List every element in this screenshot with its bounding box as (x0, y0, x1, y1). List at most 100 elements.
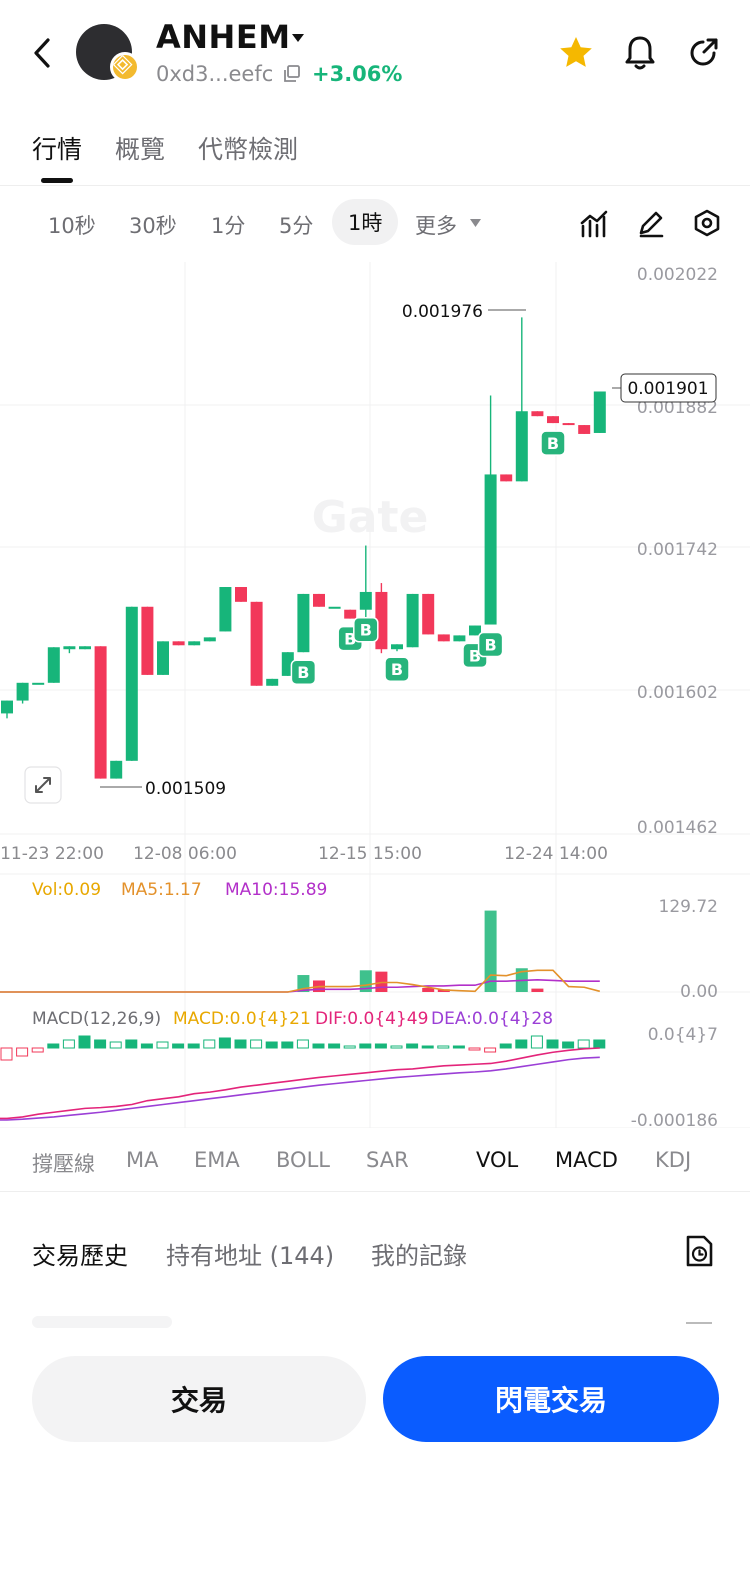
time-axis: 11-23 22:00 12-08 06:00 12-15 15:00 12-2… (0, 844, 608, 864)
candle-body (313, 593, 325, 607)
indicator-tabs: 撐壓線 MA EMA BOLL SAR VOL MACD KDJ (0, 1128, 750, 1192)
price-tick: 0.001462 (637, 818, 718, 838)
timeframe-1m[interactable]: 1分 (211, 214, 246, 238)
flash-trade-button[interactable]: 閃電交易 (383, 1356, 719, 1442)
timeframe-5m[interactable]: 5分 (279, 214, 314, 238)
tab-underline (41, 178, 73, 183)
timeframe-1h[interactable]: 1時 (332, 199, 399, 245)
token-address: 0xd3...eefc (156, 62, 274, 86)
macd-plot (0, 1035, 606, 1121)
candle-body (359, 591, 372, 610)
draw-icon[interactable] (636, 208, 666, 238)
macd-bar (562, 1041, 575, 1049)
macd-bar (187, 1043, 200, 1049)
indicator-sar[interactable]: SAR (366, 1148, 409, 1172)
price-change: +3.06% (312, 62, 403, 86)
candle-body (235, 587, 247, 602)
volume-axis-bottom: 0.00 (680, 982, 718, 1002)
indicator-ma[interactable]: MA (126, 1148, 159, 1172)
volume-axis-top: 129.72 (659, 897, 718, 917)
bell-icon[interactable] (622, 34, 658, 72)
vol-value: Vol:0.09 (32, 880, 101, 900)
candle-body (391, 644, 403, 650)
macd-bar (16, 1047, 29, 1057)
buy-marker (477, 631, 504, 658)
buy-marker (353, 616, 379, 643)
time-tick: 11-23 22:00 (0, 844, 104, 864)
tab-holders[interactable]: 持有地址 (144) (166, 1242, 335, 1270)
history-icon[interactable] (684, 1234, 714, 1268)
low-label: 0.001509 (145, 779, 226, 799)
list-item-placeholder (32, 1316, 172, 1328)
settings-icon[interactable] (692, 208, 722, 238)
timeframe-10s[interactable]: 10秒 (48, 214, 96, 238)
price-tick: 0.002022 (637, 265, 718, 285)
macd-axis-bottom: -0.000186 (631, 1111, 718, 1128)
share-icon[interactable] (686, 36, 720, 70)
indicator-vol[interactable]: VOL (476, 1148, 519, 1172)
macd-bar (593, 1039, 606, 1049)
candle-body (297, 593, 310, 653)
tab-token-check[interactable]: 代幣檢測 (198, 135, 299, 164)
candle-body (593, 391, 606, 433)
macd-bar (281, 1041, 294, 1049)
buy-marker (384, 656, 410, 682)
macd-bar (437, 1045, 450, 1049)
trade-button[interactable]: 交易 (32, 1356, 366, 1442)
price-chart[interactable]: Gate 0.002022 0.001882 0.001742 0.001602… (0, 262, 750, 1128)
buy-marker-label: B (297, 663, 309, 682)
candle-body (203, 637, 216, 642)
macd-bar (421, 1045, 434, 1049)
high-annotation: 0.001976 (402, 302, 526, 322)
indicator-boll[interactable]: BOLL (276, 1148, 330, 1172)
chevron-down-icon[interactable] (469, 218, 482, 228)
indicator-ema[interactable]: EMA (194, 1148, 240, 1172)
macd-bar (530, 1035, 543, 1049)
macd-bar (546, 1039, 559, 1049)
macd-bar (499, 1043, 512, 1049)
macd-bar (31, 1047, 44, 1053)
time-tick: 12-15 15:00 (318, 844, 422, 864)
candle-body (578, 425, 591, 434)
macd-bar (218, 1037, 231, 1049)
star-icon[interactable] (557, 34, 595, 72)
bnb-chain-icon (110, 52, 140, 82)
tab-trade-history[interactable]: 交易歷史 (32, 1242, 128, 1270)
expand-button[interactable] (24, 766, 62, 804)
macd-bar (62, 1039, 75, 1049)
indicator-macd[interactable]: MACD (555, 1148, 618, 1172)
tab-overview[interactable]: 概覽 (115, 135, 166, 164)
timeframe-bar: 10秒 30秒 1分 5分 1時 更多 (0, 186, 750, 264)
indicator-icon[interactable] (579, 208, 609, 238)
timeframe-more[interactable]: 更多 (415, 214, 457, 238)
candle-body (188, 641, 201, 646)
candle-body (437, 634, 450, 642)
candle-body (110, 760, 123, 779)
macd-bar (125, 1039, 138, 1049)
candle-body (47, 647, 60, 683)
buy-marker (290, 659, 317, 685)
buy-marker (540, 430, 566, 456)
ma5-line (0, 969, 601, 993)
candle-body (219, 587, 232, 632)
volume-bars (0, 910, 601, 993)
timeframe-30s[interactable]: 30秒 (129, 214, 177, 238)
back-icon[interactable] (28, 34, 58, 72)
indicator-kdj[interactable]: KDJ (655, 1148, 692, 1172)
ma10-value: MA10:15.89 (225, 880, 327, 900)
indicator-support-resistance[interactable]: 撐壓線 (32, 1152, 95, 1176)
trade-sub-tabs: 交易歷史 持有地址 (144) 我的記錄 (0, 1226, 750, 1296)
current-price-tag: 0.001901 (612, 373, 717, 403)
price-tick: 0.001602 (637, 683, 718, 703)
macd-bar (484, 1047, 497, 1053)
token-name[interactable]: ANHEM (156, 18, 291, 56)
copy-icon[interactable] (282, 64, 302, 84)
tab-market[interactable]: 行情 (32, 135, 83, 164)
dif-value: DIF:0.0{4}49 (315, 1009, 428, 1029)
candles (1, 317, 606, 779)
tab-my-records[interactable]: 我的記錄 (371, 1242, 467, 1270)
macd-bar (265, 1041, 278, 1049)
low-annotation: 0.001509 (100, 779, 226, 799)
candle-body (484, 474, 497, 625)
chevron-down-icon[interactable] (290, 32, 306, 44)
